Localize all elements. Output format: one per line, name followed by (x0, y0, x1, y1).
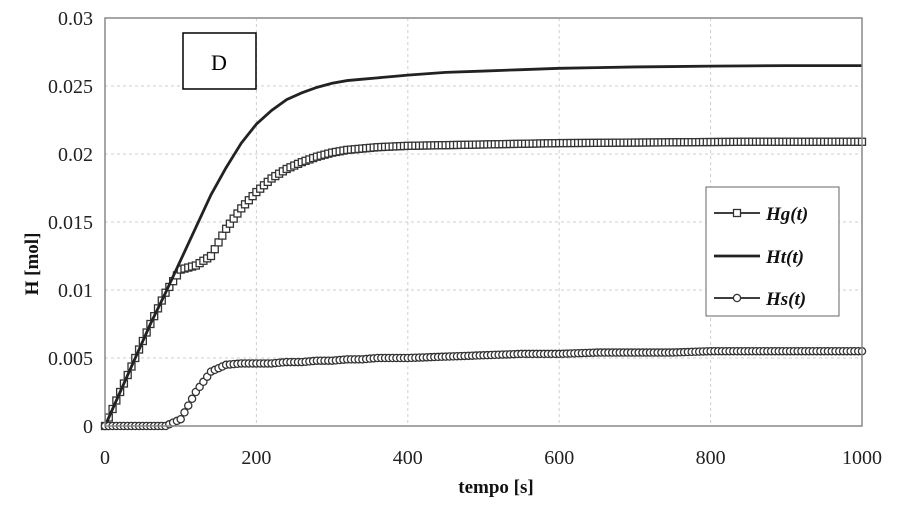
data-point-hs-t (184, 401, 193, 410)
y-tick-label: 0.03 (58, 8, 93, 30)
x-tick-label: 800 (696, 447, 726, 469)
y-tick-label: 0.015 (48, 212, 93, 234)
x-tick-label: 1000 (842, 447, 882, 469)
series-line-ht-t (103, 64, 862, 427)
legend-label-hg-t: Hg(t) (765, 204, 808, 225)
series-hs-t (100, 346, 867, 431)
panel-label: D (211, 50, 227, 75)
legend-marker-hg-t (732, 208, 742, 218)
x-axis-title: tempo [s] (458, 477, 533, 498)
data-point-hg-t (206, 251, 216, 261)
x-tick-label: 600 (544, 447, 574, 469)
series-hg-t (100, 137, 867, 431)
x-tick-label: 0 (100, 447, 110, 469)
legend-marker-hs-t (732, 293, 742, 303)
legend-item-ht-t: Ht(t) (714, 247, 804, 268)
series-layer (100, 64, 867, 431)
y-tick-label: 0.02 (58, 144, 93, 166)
panel-label-box: D (182, 32, 257, 90)
legend-item-hg-t: Hg(t) (714, 204, 808, 225)
legend: Hg(t) Ht(t) Hs(t) (705, 186, 840, 317)
y-tick-label: 0.01 (58, 280, 93, 302)
series-ht-t (103, 64, 862, 427)
y-tick-label: 0.005 (48, 348, 93, 370)
data-point-hg-t (214, 238, 223, 247)
y-tick-label: 0 (83, 416, 93, 438)
legend-label-hs-t: Hs(t) (765, 289, 806, 310)
y-axis-title: H [mol] (22, 233, 43, 296)
legend-label-ht-t: Ht(t) (765, 247, 804, 268)
data-point-hs-t (187, 394, 197, 404)
x-tick-label: 400 (393, 447, 423, 469)
x-tick-label: 200 (241, 447, 271, 469)
legend-item-hs-t: Hs(t) (714, 289, 806, 310)
data-point-hs-t (176, 414, 185, 424)
data-point-hg-t (210, 245, 219, 254)
tick-labels: 0 200 400 600 800 1000 0 0.005 0.01 0.015 0.02 0.02… (48, 8, 882, 469)
plot-frame (104, 17, 863, 427)
y-tick-label: 0.025 (48, 76, 93, 98)
data-point-hs-t (180, 408, 189, 417)
data-point-hg-t (218, 231, 227, 240)
series-line-hs-t (105, 350, 862, 427)
